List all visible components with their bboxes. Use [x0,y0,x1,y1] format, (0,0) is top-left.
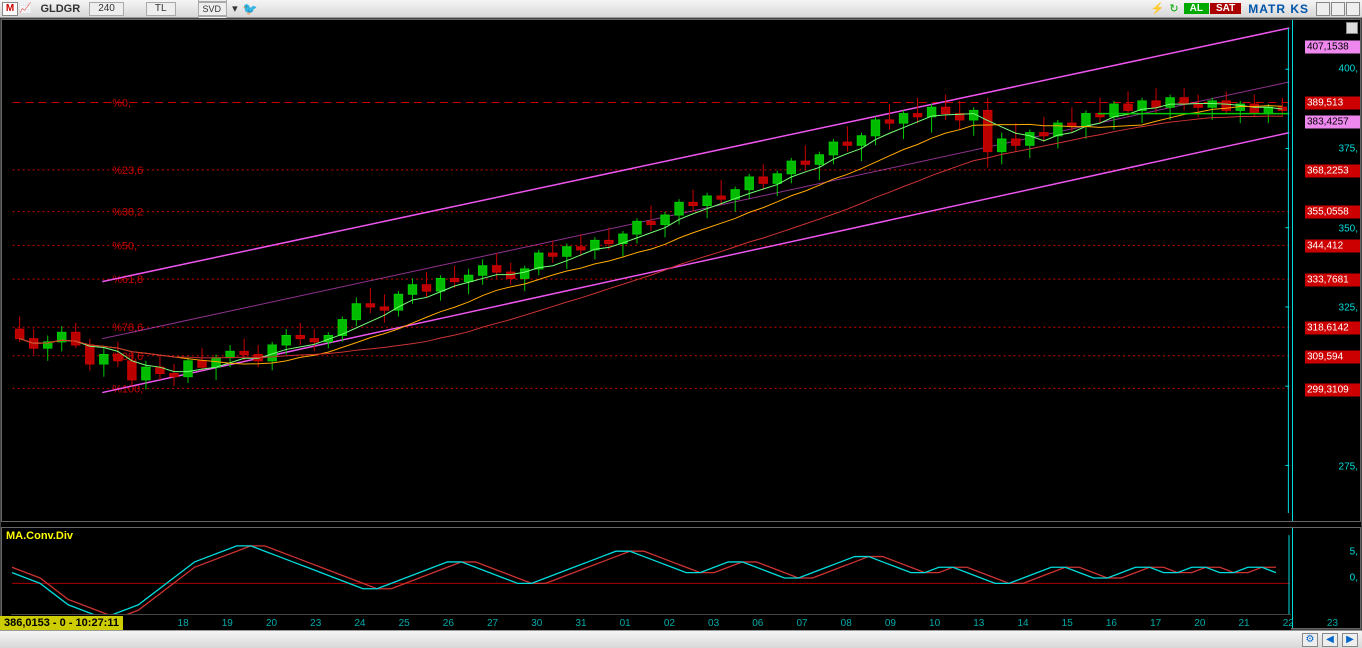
price-label: 389,513 [1305,96,1360,109]
price-chart[interactable]: %0,%23,6%38,2%50,%61,8%78,6%88,6%100, 27… [1,19,1361,522]
price-label: 368,2253 [1305,164,1360,177]
xtick: 09 [885,618,896,629]
ytick: 275, [1339,462,1358,473]
xtick: 01 [620,618,631,629]
xtick: 07 [796,618,807,629]
xtick: 15 [1062,618,1073,629]
date-axis: 18 19 20 23 24 25 26 27 30 31 01 02 03 06 07 08 09 10 13 14… [11,614,1291,630]
svg-text:%23,6: %23,6 [112,165,143,177]
maximize-icon[interactable] [1331,2,1345,16]
top-toolbar: M 📈 GLDGR 240 TL LINKHNSVDSYMTMP ▾ 🐦 ⚡ ↻… [0,0,1362,18]
price-label: 355,0558 [1305,206,1360,219]
minimize-icon[interactable] [1316,2,1330,16]
xtick: 30 [531,618,542,629]
price-label: 309,594 [1305,351,1360,364]
price-label: 318,6142 [1305,322,1360,335]
xtick: 24 [354,618,365,629]
xtick: 19 [222,618,233,629]
xtick: 21 [1239,618,1250,629]
macd-ytick: 0, [1350,573,1358,584]
xtick: 22 [1283,618,1294,629]
macd-ytick: 5, [1350,546,1358,557]
xtick: 23 [1327,618,1338,629]
xtick: 16 [1106,618,1117,629]
price-label: 299,3109 [1305,383,1360,396]
currency-label[interactable]: TL [146,2,176,16]
toolbar-btn-svd[interactable]: SVD [198,2,228,16]
xtick: 20 [266,618,277,629]
macd-axis: 0, 5, [1292,528,1360,628]
svg-text:%0,: %0, [112,97,131,109]
nav-left-icon[interactable]: ◀ [1322,633,1338,647]
xtick: 14 [1017,618,1028,629]
status-bar: 386,0153 - 0 - 10:27:11 [0,616,123,630]
ytick: 350, [1339,223,1358,234]
xtick: 06 [752,618,763,629]
xtick: 26 [443,618,454,629]
xtick: 13 [973,618,984,629]
xtick: 23 [310,618,321,629]
ytick: 375, [1339,143,1358,154]
brand-label: MATR KS [1242,2,1315,16]
chart-container: %0,%23,6%38,2%50,%61,8%78,6%88,6%100, 27… [0,18,1362,630]
ytick: 400, [1339,64,1358,75]
price-label: 383,4257 [1305,116,1360,129]
xtick: 20 [1194,618,1205,629]
xtick: 27 [487,618,498,629]
macd-title: MA.Conv.Div [6,530,73,542]
chart-icon: 📈 [19,3,31,14]
tool-icon[interactable]: ⚙ [1302,633,1318,647]
price-label: 333,7681 [1305,274,1360,287]
sell-button[interactable]: SAT [1210,3,1241,14]
ytick: 325, [1339,303,1358,314]
twitter-icon[interactable]: 🐦 [243,2,258,16]
timeframe-selector[interactable]: 240 [89,2,124,16]
svg-text:%50,: %50, [112,240,137,252]
app-logo-icon: M [2,2,18,16]
xtick: 18 [178,618,189,629]
buy-button[interactable]: AL [1184,3,1209,14]
refresh-icon[interactable]: ↻ [1165,2,1182,15]
lightning-icon[interactable]: ⚡ [1151,2,1165,15]
svg-text:%38,2: %38,2 [112,207,143,219]
xtick: 10 [929,618,940,629]
bottom-toolbar: ⚙ ◀ ▶ [0,630,1362,648]
xtick: 02 [664,618,675,629]
xtick: 31 [575,618,586,629]
price-label: 344,412 [1305,240,1360,253]
xtick: 03 [708,618,719,629]
xtick: 08 [841,618,852,629]
panel-close-icon[interactable] [1346,22,1358,34]
nav-right-icon[interactable]: ▶ [1342,633,1358,647]
xtick: 17 [1150,618,1161,629]
price-axis: 275,300,325,350,375,400,407,1538389,5133… [1292,20,1360,521]
price-label: 407,1538 [1305,40,1360,53]
svg-text:%78,6: %78,6 [112,322,143,334]
close-icon[interactable] [1346,2,1360,16]
xtick: 25 [399,618,410,629]
symbol-label[interactable]: GLDGR [32,3,88,15]
